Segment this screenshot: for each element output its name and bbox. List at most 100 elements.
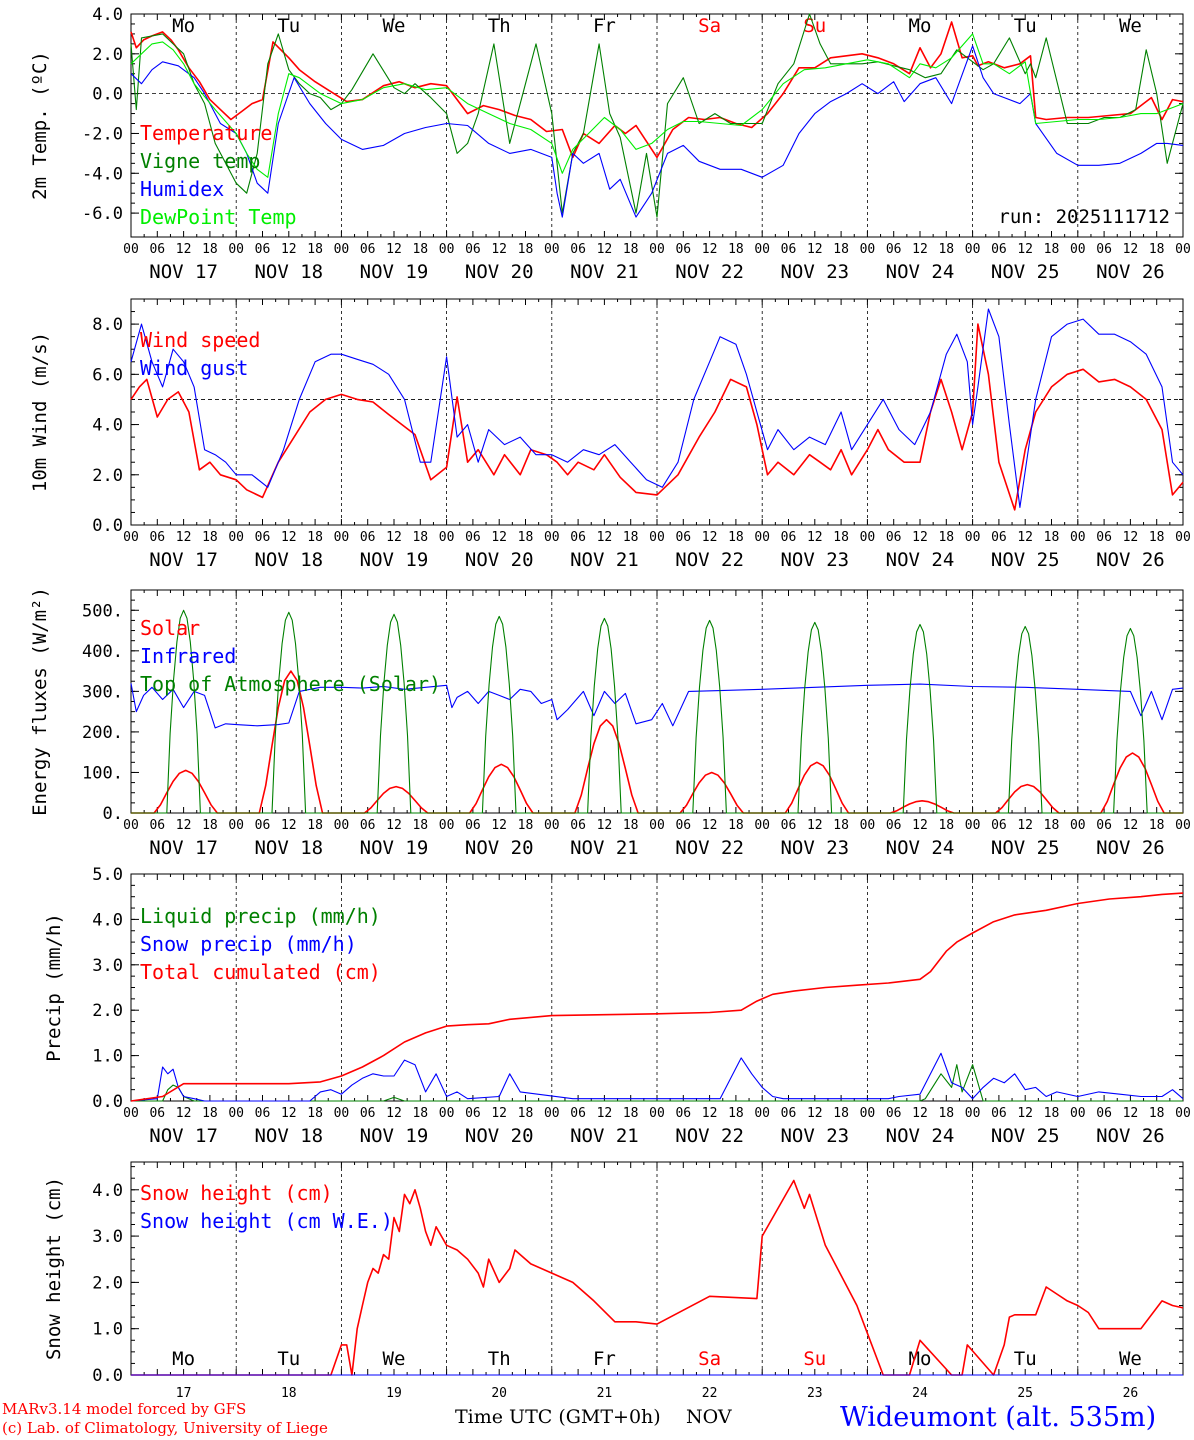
y-tick-label: 0. [103, 804, 123, 824]
x-tick-label: 18 [518, 530, 534, 545]
y-tick-label: 4.0 [92, 416, 123, 436]
date-label: NOV 25 [991, 1125, 1060, 1147]
x-tick-label: 06 [781, 818, 797, 833]
x-tick-label: 18 [202, 242, 218, 257]
legend-label: Wind speed [140, 328, 260, 352]
x-tick-label: 18 [728, 530, 744, 545]
date-label: NOV 22 [675, 837, 744, 859]
x-tick-label: 06 [360, 818, 376, 833]
x-tick-label: 00 [123, 1106, 139, 1121]
legend-label: Top of Atmosphere (Solar) [140, 672, 441, 696]
y-tick-label: 1.0 [92, 1320, 123, 1340]
weekday-label: Su [803, 1348, 826, 1370]
x-tick-label: 00 [649, 818, 665, 833]
x-tick-label: 18 [833, 818, 849, 833]
x-tick-label: 06 [1096, 242, 1112, 257]
x-tick-label: 12 [702, 818, 718, 833]
day-number-label: 18 [281, 1386, 297, 1401]
date-label: NOV 17 [149, 261, 218, 283]
y-tick-label: 4.0 [92, 1181, 123, 1201]
x-tick-label: 00 [649, 530, 665, 545]
x-tick-label: 12 [491, 530, 507, 545]
x-tick-label: 12 [491, 818, 507, 833]
y-axis-label: Energy fluxes (W/m²) [29, 587, 51, 816]
day-number-label: 26 [1123, 1386, 1139, 1401]
series-line-infrared [130, 683, 1184, 729]
date-label: NOV 26 [1096, 549, 1165, 571]
date-label: NOV 26 [1096, 1125, 1165, 1147]
x-tick-label: 00 [334, 242, 350, 257]
x-tick-label: 06 [886, 818, 902, 833]
x-tick-label: 18 [518, 242, 534, 257]
x-tick-label: 18 [1044, 1106, 1060, 1121]
x-tick-label: 12 [1017, 1106, 1033, 1121]
x-tick-label: 18 [938, 530, 954, 545]
x-tick-label: 12 [597, 818, 613, 833]
x-tick-label: 18 [412, 242, 428, 257]
legend-label: Snow precip (mm/h) [140, 932, 357, 956]
x-tick-label: 06 [465, 530, 481, 545]
y-tick-label: 300. [82, 682, 123, 702]
lab-credit: (c) Lab. of Climatology, University of L… [2, 1419, 328, 1437]
legend-label: Snow height (cm W.E.) [140, 1209, 393, 1233]
x-tick-label: 18 [938, 242, 954, 257]
day-number-label: 19 [386, 1386, 402, 1401]
y-tick-label: 2.0 [92, 466, 123, 486]
x-tick-label: 00 [544, 242, 560, 257]
weekday-label: Mo [172, 15, 195, 37]
x-tick-label: 12 [281, 242, 297, 257]
x-tick-label: 00 [754, 1106, 770, 1121]
x-tick-label: 00 [754, 530, 770, 545]
x-tick-label: 06 [1096, 818, 1112, 833]
plot-frame [130, 13, 1184, 238]
x-tick-label: 18 [938, 1106, 954, 1121]
date-label: NOV 24 [886, 837, 955, 859]
x-tick-label: 06 [781, 530, 797, 545]
weekday-label: We [383, 1348, 406, 1370]
legend-label: DewPoint Temp [140, 205, 297, 229]
x-tick-label: 12 [1123, 242, 1139, 257]
date-label: NOV 21 [570, 549, 639, 571]
date-label: NOV 23 [780, 261, 849, 283]
y-tick-label: 0.0 [92, 1366, 123, 1386]
date-label: NOV 18 [254, 837, 323, 859]
x-tick-label: 00 [123, 530, 139, 545]
x-tick-label: 06 [360, 1106, 376, 1121]
x-tick-label: 06 [991, 530, 1007, 545]
weekday-label: We [1119, 15, 1142, 37]
series-line-dewpoint-temp [130, 33, 1184, 178]
weekday-label: Sa [698, 1348, 721, 1370]
x-tick-label: 18 [833, 530, 849, 545]
x-tick-label: 06 [675, 530, 691, 545]
x-tick-label: 00 [544, 818, 560, 833]
date-label: NOV 24 [886, 261, 955, 283]
x-tick-label: 18 [307, 1106, 323, 1121]
x-tick-label: 06 [465, 1106, 481, 1121]
x-tick-label: 06 [675, 818, 691, 833]
date-label: NOV 22 [675, 261, 744, 283]
x-tick-label: 06 [149, 818, 165, 833]
x-tick-label: 12 [386, 530, 402, 545]
x-tick-label: 00 [334, 1106, 350, 1121]
x-tick-label: 06 [886, 1106, 902, 1121]
date-label: NOV 21 [570, 1125, 639, 1147]
x-tick-label: 00 [544, 1106, 560, 1121]
y-tick-label: 1.0 [92, 1047, 123, 1067]
x-tick-label: 18 [202, 530, 218, 545]
panel-2: 00 06 12 18 00 06 12 18 00 06 12 18 00 06 12 18 00 06 12 18… [29, 298, 1191, 571]
day-number-label: 25 [1017, 1386, 1033, 1401]
x-tick-label: 00 [860, 530, 876, 545]
x-tick-label: 00 [965, 530, 981, 545]
date-label: NOV 24 [886, 549, 955, 571]
x-tick-label: 12 [491, 1106, 507, 1121]
y-tick-label: 2.0 [92, 1273, 123, 1293]
series-line-snow-height-cm [131, 1179, 1184, 1376]
x-tick-label: 06 [991, 1106, 1007, 1121]
x-tick-label: 06 [675, 242, 691, 257]
y-tick-label: 4.0 [92, 5, 123, 25]
panel-3: 00 06 12 18 00 06 12 18 00 06 12 18 00 06 12 18 00 06 12 18… [29, 587, 1191, 859]
x-tick-label: 06 [886, 530, 902, 545]
run-label: run: 2025111712 [998, 206, 1170, 228]
